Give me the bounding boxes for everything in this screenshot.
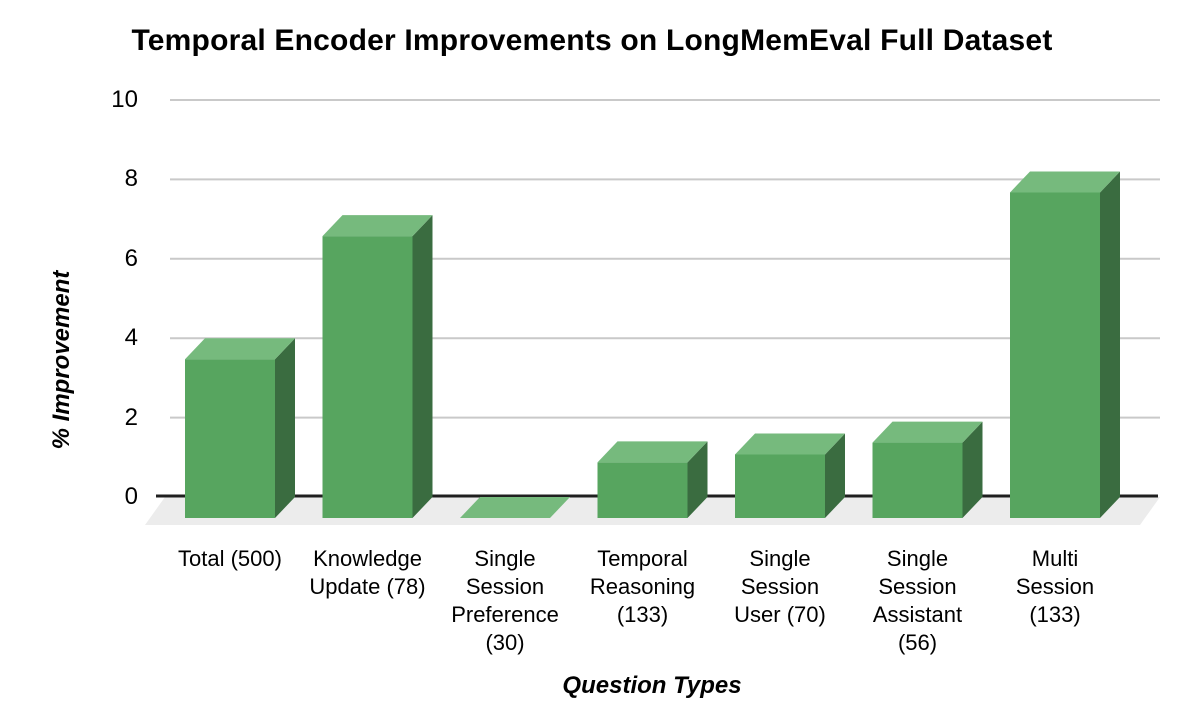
bar-single-session-user-70-top: [735, 433, 845, 455]
bar-single-session-assistant-56-top: [872, 421, 983, 443]
bar-multi-session-133-side: [1100, 171, 1120, 518]
xtick-label-knowledge-update-78: Knowledge Update (78): [309, 546, 426, 599]
ytick-label-8: 8: [124, 165, 138, 193]
bar-single-session-assistant-56-side: [962, 421, 983, 518]
bar-temporal-reasoning-133-top: [597, 441, 708, 463]
bar-single-session-assistant-56-front: [872, 442, 963, 518]
bar-single-session-user-70-side: [825, 433, 845, 518]
bar-knowledge-update-78-side: [412, 215, 433, 518]
xtick-label-single-session-user-70: Single Session User (70): [734, 546, 826, 627]
bar-multi-session-133-front: [1010, 192, 1100, 518]
ytick-label-10: 10: [111, 86, 138, 113]
ytick-label-4: 4: [124, 324, 138, 352]
xtick-label-total-500: Total (500): [178, 546, 282, 571]
xtick-label-multi-session-133: Multi Session (133): [1015, 546, 1095, 627]
chart-title: Temporal Encoder Improvements on LongMem…: [131, 24, 1053, 57]
bar-total-500-front: [185, 359, 275, 518]
bar-single-session-preference-30-flat: [460, 497, 570, 518]
ytick-label-2: 2: [124, 403, 138, 431]
xtick-label-single-session-preference-30: Single Session Preference (30): [451, 546, 559, 655]
x-axis-title: Question Types: [562, 672, 742, 699]
bar-total-500-side: [275, 338, 295, 518]
ytick-label-6: 6: [124, 244, 138, 272]
ytick-label-0: 0: [124, 483, 138, 510]
bar-knowledge-update-78-front: [322, 236, 413, 518]
bar-total-500-top: [185, 338, 295, 360]
bar-temporal-reasoning-133-front: [597, 462, 688, 518]
bar-single-session-user-70-front: [735, 454, 825, 518]
xtick-label-temporal-reasoning-133: Temporal Reasoning (133): [589, 546, 696, 627]
bar-temporal-reasoning-133-side: [687, 441, 708, 518]
xtick-label-single-session-assistant-56: Single Session Assistant (56): [872, 546, 963, 655]
bar-multi-session-133-top: [1010, 171, 1120, 193]
bar-knowledge-update-78-top: [322, 215, 433, 237]
